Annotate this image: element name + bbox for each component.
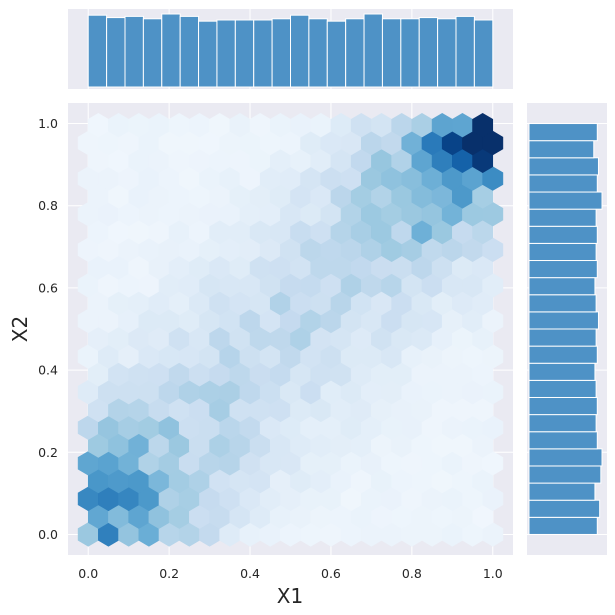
- right-histogram-bar: [528, 499, 601, 518]
- top-histogram-bar: [161, 13, 181, 88]
- y-tick-label: 0.8: [38, 198, 58, 213]
- right-histogram-bar: [528, 174, 598, 193]
- x-tick-label: 1.0: [483, 566, 503, 581]
- hexbin-cell: [472, 113, 494, 138]
- right-marginal-histogram: [528, 123, 603, 535]
- right-histogram-bar: [528, 225, 598, 244]
- top-histogram-bar: [234, 19, 255, 88]
- x-axis-label: X1: [277, 584, 303, 608]
- top-histogram-bar: [345, 18, 365, 88]
- x-tick-label: 0.2: [159, 566, 179, 581]
- right-histogram-bar: [528, 516, 598, 535]
- top-histogram-bar: [87, 14, 108, 88]
- y-tick-label: 0.6: [38, 280, 58, 295]
- right-histogram-bar: [528, 431, 598, 450]
- y-tick-labels: 0.0 0.2 0.4 0.6 0.8 1.0: [38, 116, 58, 542]
- right-histogram-bar: [528, 379, 597, 398]
- right-histogram-bar: [528, 294, 597, 313]
- right-histogram-bar: [528, 465, 602, 484]
- top-histogram-bar: [418, 17, 439, 88]
- top-marginal-histogram: [87, 13, 494, 88]
- right-histogram-bar: [528, 311, 599, 330]
- top-histogram-bar: [455, 15, 475, 88]
- right-histogram-bar: [528, 448, 603, 467]
- top-histogram-bar: [216, 19, 236, 88]
- x-tick-label: 0.6: [321, 566, 341, 581]
- top-histogram-bar: [142, 18, 163, 88]
- y-tick-label: 1.0: [38, 116, 58, 131]
- right-histogram-bar: [528, 260, 598, 279]
- top-histogram-bar: [271, 18, 292, 88]
- top-histogram-bar: [290, 14, 310, 88]
- right-histogram-bar: [528, 140, 595, 159]
- y-tick-label: 0.4: [38, 363, 58, 378]
- right-histogram-bar: [528, 482, 596, 501]
- right-histogram-bar: [528, 123, 598, 142]
- top-histogram-bar: [179, 15, 200, 88]
- right-histogram-bar: [528, 345, 598, 364]
- right-histogram-bar: [528, 362, 596, 381]
- top-histogram-bar: [381, 18, 402, 88]
- top-histogram-bar: [473, 19, 494, 88]
- top-histogram-bar: [437, 18, 457, 88]
- top-histogram-bar: [124, 15, 144, 88]
- x-tick-label: 0.8: [402, 566, 422, 581]
- x-tick-labels: 0.0 0.2 0.4 0.6 0.8 1.0: [78, 566, 502, 581]
- right-histogram-bar: [528, 191, 603, 210]
- top-histogram-bar: [106, 17, 126, 88]
- y-tick-label: 0.0: [38, 527, 58, 542]
- y-tick-label: 0.2: [38, 445, 58, 460]
- hexbin-density: [77, 113, 504, 547]
- right-histogram-bar: [528, 242, 597, 262]
- right-histogram-bar: [528, 157, 599, 176]
- x-tick-label: 0.4: [240, 566, 260, 581]
- right-histogram-bar: [528, 414, 597, 433]
- x-tick-label: 0.0: [78, 566, 98, 581]
- right-histogram-bar: [528, 396, 598, 416]
- top-histogram-bar: [198, 20, 218, 88]
- top-histogram-bar: [400, 18, 420, 88]
- right-histogram-bar: [528, 208, 597, 227]
- top-histogram-bar: [363, 13, 383, 88]
- top-histogram-bar: [308, 18, 328, 88]
- right-histogram-bar: [528, 277, 596, 296]
- right-histogram-bar: [528, 328, 597, 347]
- y-axis-label: X2: [8, 316, 32, 342]
- top-histogram-bar: [253, 19, 273, 88]
- top-histogram-bar: [326, 20, 347, 88]
